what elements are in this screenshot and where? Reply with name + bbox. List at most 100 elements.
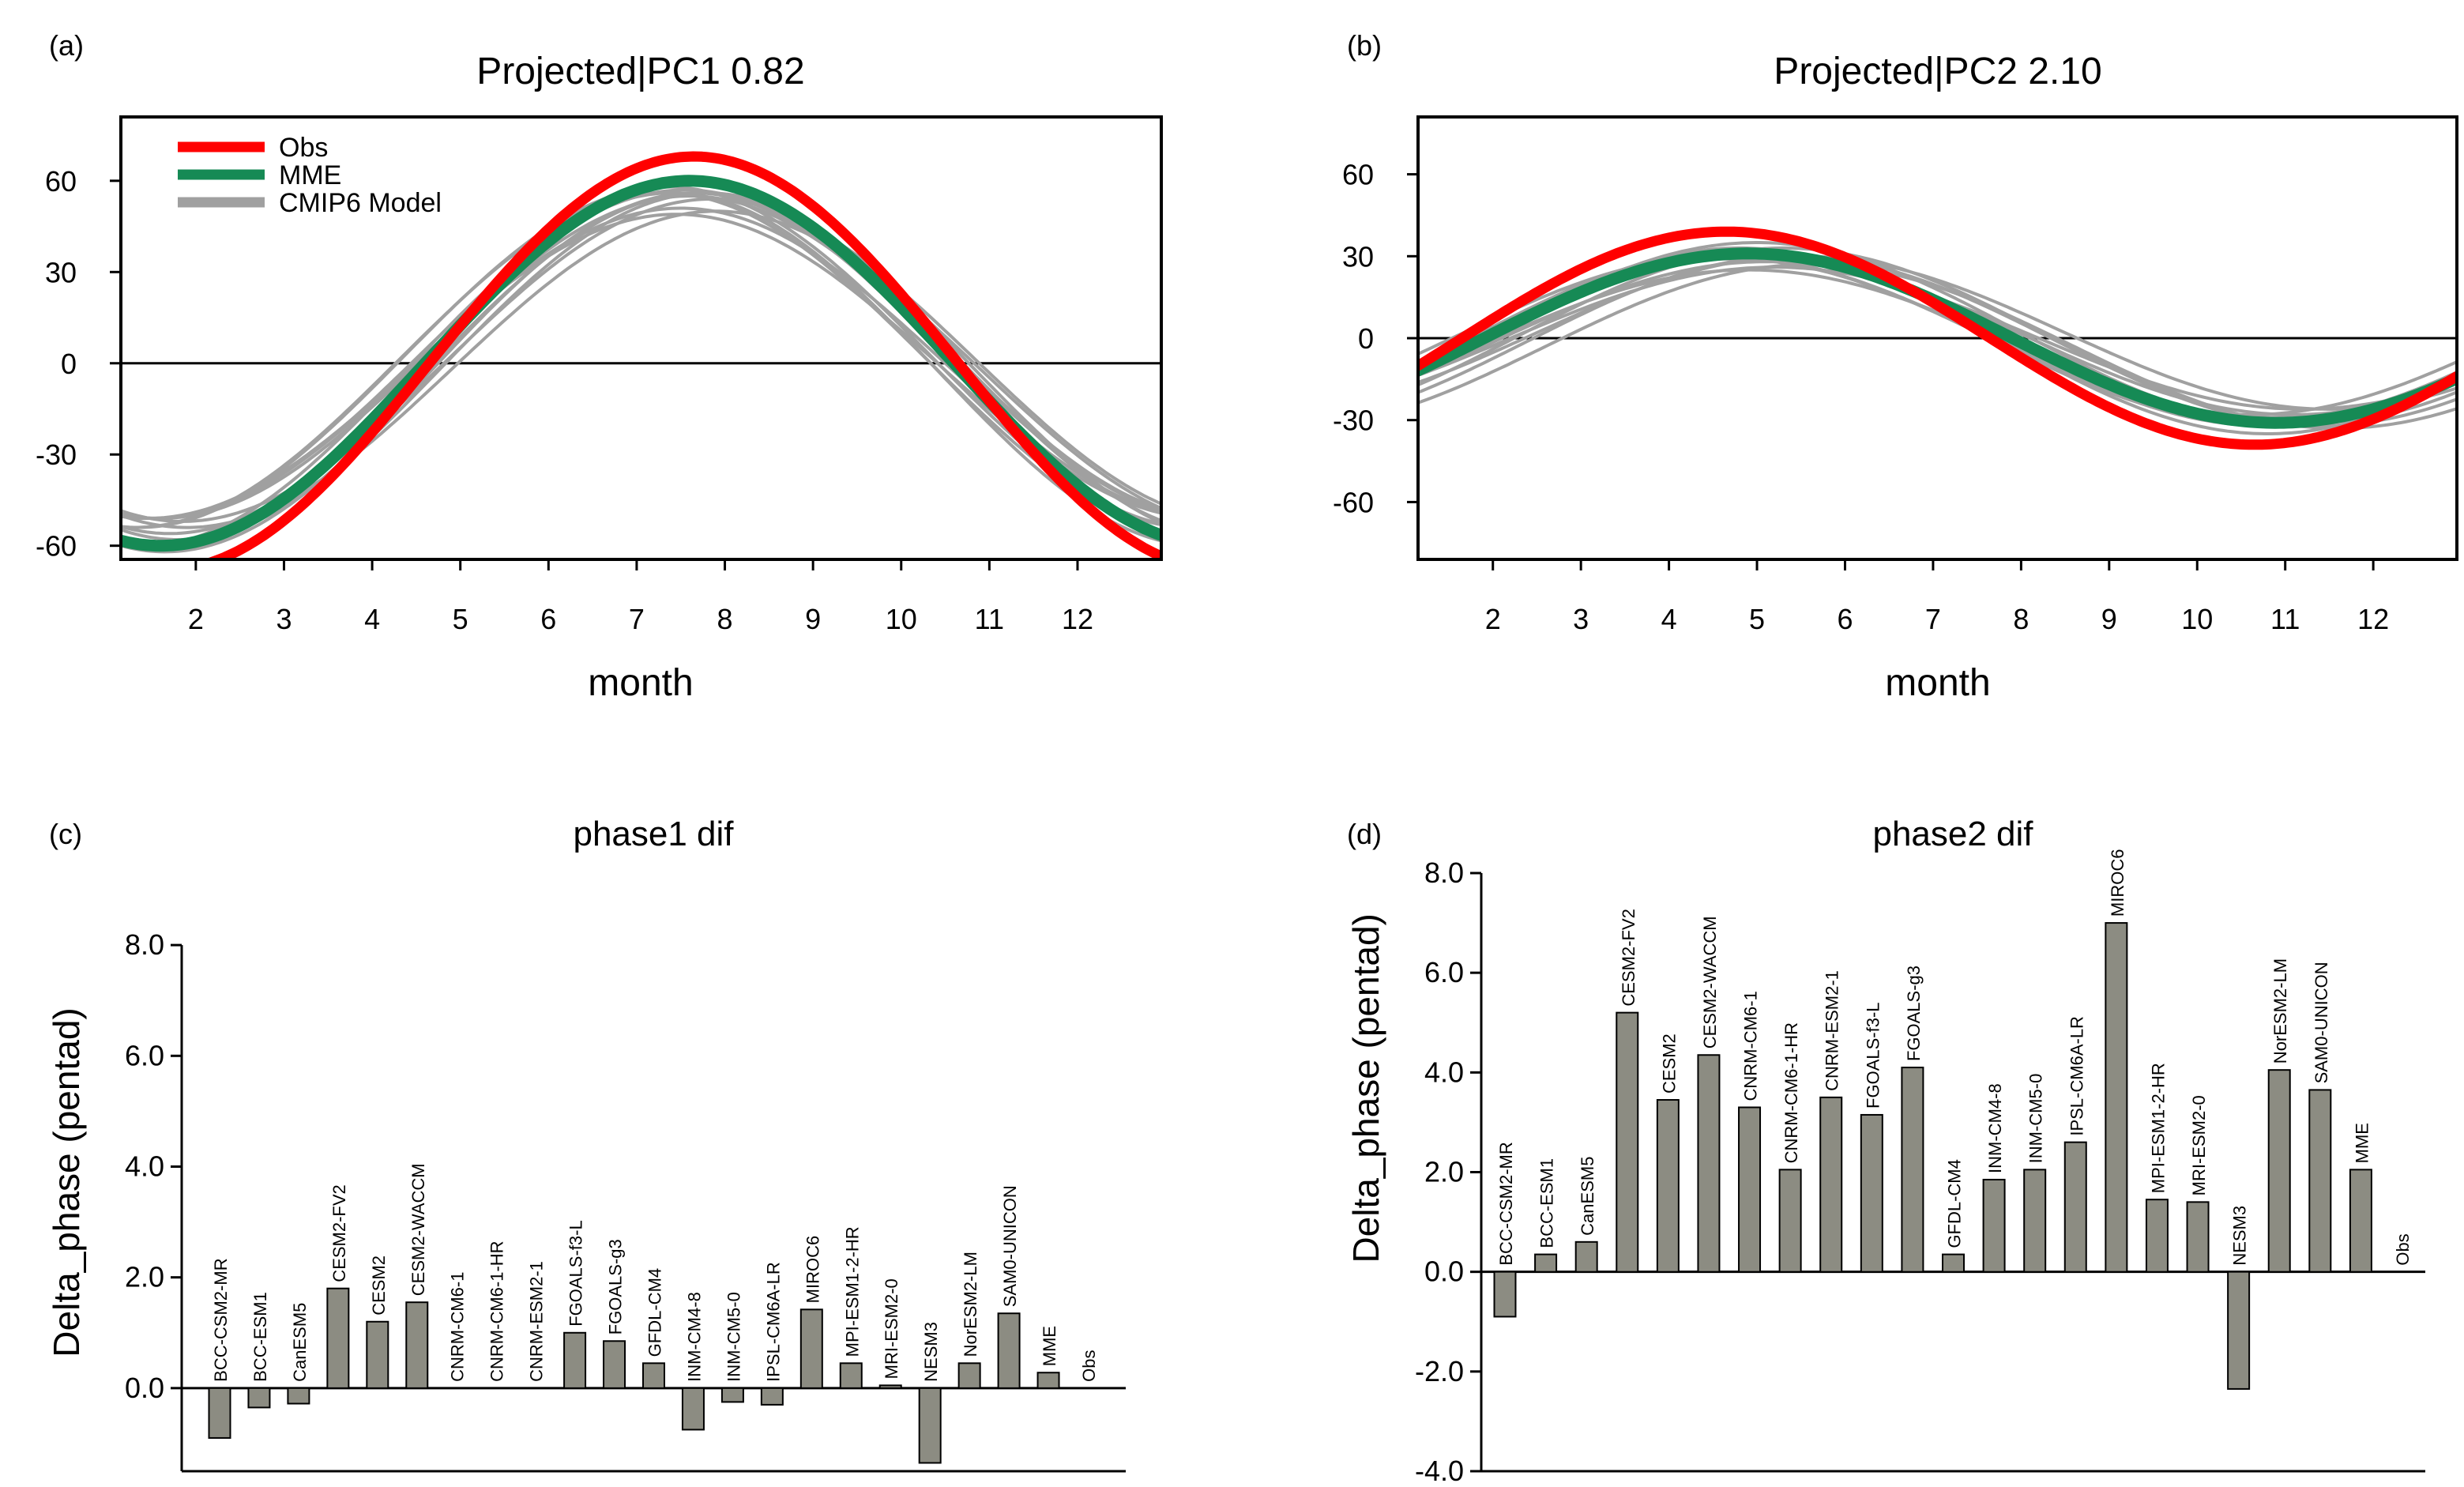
panel-b: (b) Projected|PC2 2.10 -60 -30 0 30 60 2 3 4 5 6 7 8 9… — [1333, 29, 2458, 704]
bar-ipsl-cm6a-lr — [2063, 1141, 2087, 1273]
bar-label: CNRM-CM6-1-HR — [487, 1240, 507, 1381]
bar-label: SAM0-UNICON — [2312, 962, 2331, 1083]
x-axis-label: month — [588, 662, 693, 704]
bar-label: MIROC6 — [803, 1236, 822, 1304]
bar-inm-cm5-0 — [2023, 1169, 2047, 1273]
x-tick-label: 6 — [1837, 603, 1853, 635]
bar-sam0-unicon — [2308, 1089, 2332, 1273]
bar-label: MPI-ESM1-2-HR — [2148, 1063, 2168, 1193]
bar-label: IPSL-CM6A-LR — [2067, 1016, 2086, 1136]
bar-cesm2-waccm — [405, 1301, 429, 1389]
bar-label: MIROC6 — [2108, 849, 2127, 917]
bar-label: NESM3 — [2230, 1206, 2250, 1266]
bar-miroc6 — [2105, 922, 2128, 1273]
x-axis-label: month — [1885, 662, 1990, 704]
bar-label: INM-CM5-0 — [724, 1292, 743, 1382]
bar-canesm5 — [1574, 1240, 1598, 1273]
y-axis-label: Delta_phase (pentad) — [1345, 913, 1386, 1263]
legend-label: MME — [279, 160, 341, 190]
model-curve-5 — [121, 191, 1161, 542]
bar-label: CNRM-CM6-1-HR — [1781, 1022, 1801, 1163]
y-tick-label: 0 — [61, 348, 77, 380]
bar-label: MME — [1040, 1326, 1059, 1366]
chart-title: phase1 dif — [573, 815, 734, 853]
y-tick-label: -4.0 — [1415, 1455, 1464, 1487]
x-tick-label: 12 — [2357, 603, 2389, 635]
bar-cesm2 — [366, 1320, 389, 1389]
panel-c: (c) phase1 dif 0.0 2.0 4.0 6.0 8.0 Delta_phase … — [46, 815, 1126, 1473]
bar-label: BCC-ESM1 — [250, 1292, 270, 1382]
bar-label: BCC-ESM1 — [1537, 1158, 1557, 1248]
bar-cesm2-fv2 — [1616, 1011, 1639, 1273]
y-tick-label: -30 — [1333, 405, 1374, 437]
plot-area — [121, 151, 1161, 559]
bar-label: INM-CM4-8 — [684, 1292, 704, 1382]
bar-inm-cm4-8 — [1982, 1178, 2006, 1273]
bar-label: CESM2-FV2 — [329, 1184, 349, 1282]
y-tick-label: 2.0 — [125, 1261, 164, 1293]
bar-fgoals-f3-l — [1860, 1113, 1883, 1273]
bar-inm-cm5-0 — [720, 1387, 744, 1403]
x-tick-label: 2 — [1485, 603, 1501, 635]
x-tick-label: 3 — [1573, 603, 1589, 635]
x-tick-label: 4 — [1661, 603, 1677, 635]
y-tick-label: 60 — [45, 165, 77, 198]
y-tick-label: 0.0 — [125, 1372, 164, 1404]
x-tick-label: 7 — [629, 603, 645, 635]
y-axis-label: Delta_phase (pentad) — [46, 1007, 87, 1357]
bar-label: NorESM2-LM — [961, 1252, 980, 1357]
panel-label: (a) — [49, 29, 84, 62]
x-tick-label: 12 — [1062, 603, 1093, 635]
bar-inm-cm4-8 — [681, 1387, 705, 1431]
panel-d: (d) phase2 dif -4.0 -2.0 0.0 2.0 4.0 6.0 8.0 Delt… — [1345, 815, 2425, 1487]
x-tick-label: 9 — [805, 603, 821, 635]
bar-cesm2-waccm — [1697, 1054, 1721, 1273]
bar-fgoals-f3-l — [563, 1331, 587, 1389]
bar-noresm2-lm — [957, 1362, 981, 1389]
bar-label: CNRM-CM6-1 — [448, 1272, 468, 1382]
panel-a: (a) Projected|PC1 0.82 -60 -30 0 30 60 2 3 4 5 6 7 8 9… — [36, 29, 1163, 704]
bar-mme — [2349, 1169, 2372, 1273]
bar-label: CanESM5 — [290, 1303, 310, 1382]
bar-nesm3 — [2227, 1271, 2251, 1390]
bar-ipsl-cm6a-lr — [760, 1387, 784, 1406]
y-tick-label: 0.0 — [1424, 1255, 1464, 1288]
panel-label: (c) — [49, 818, 82, 850]
legend-label: Obs — [279, 133, 328, 163]
bar-label: INM-CM4-8 — [1985, 1083, 2005, 1173]
x-tick-label: 9 — [2101, 603, 2117, 635]
bar-mri-esm2-0 — [878, 1384, 902, 1389]
bar-label: INM-CM5-0 — [2026, 1074, 2046, 1164]
y-tick-label: 60 — [1342, 159, 1374, 191]
model-curve-11 — [1418, 254, 2457, 411]
bar-label: MME — [2352, 1123, 2372, 1163]
bar-canesm5 — [287, 1387, 310, 1405]
bar-label: BCC-CSM2-MR — [1496, 1142, 1516, 1265]
bar-cnrm-esm2-1 — [1819, 1096, 1843, 1273]
bar-cnrm-cm6-1-hr — [1778, 1169, 1802, 1273]
x-tick-label: 4 — [364, 603, 380, 635]
bar-miroc6 — [799, 1308, 823, 1389]
y-tick-label: 8.0 — [1424, 856, 1464, 889]
bar-label: CNRM-ESM2-1 — [1823, 970, 1842, 1091]
bar-fgoals-g3 — [1901, 1067, 1924, 1273]
bar-label: CESM2-FV2 — [1619, 909, 1638, 1006]
bar-label: GFDL-CM4 — [1945, 1159, 1965, 1248]
bar-cesm2 — [1656, 1099, 1680, 1273]
y-tick-label: -30 — [36, 439, 77, 471]
bar-label: FGOALS-g3 — [1904, 966, 1924, 1061]
x-tick-label: 3 — [276, 603, 292, 635]
y-tick-label: 30 — [1342, 240, 1374, 273]
bar-label: CESM2 — [1659, 1033, 1679, 1094]
bar-label: CNRM-CM6-1 — [1741, 991, 1761, 1101]
bar-gfdl-cm4 — [1942, 1253, 1965, 1273]
plot-frame — [119, 115, 1163, 561]
plot-area — [1418, 226, 2457, 450]
bar-label: NorESM2-LM — [2270, 958, 2290, 1063]
bar-mpi-esm1-2-hr — [2145, 1199, 2169, 1273]
bar-label: CESM2-WACCM — [408, 1163, 428, 1296]
bar-bcc-esm1 — [1534, 1253, 1558, 1273]
y-tick-label: -2.0 — [1415, 1355, 1464, 1387]
